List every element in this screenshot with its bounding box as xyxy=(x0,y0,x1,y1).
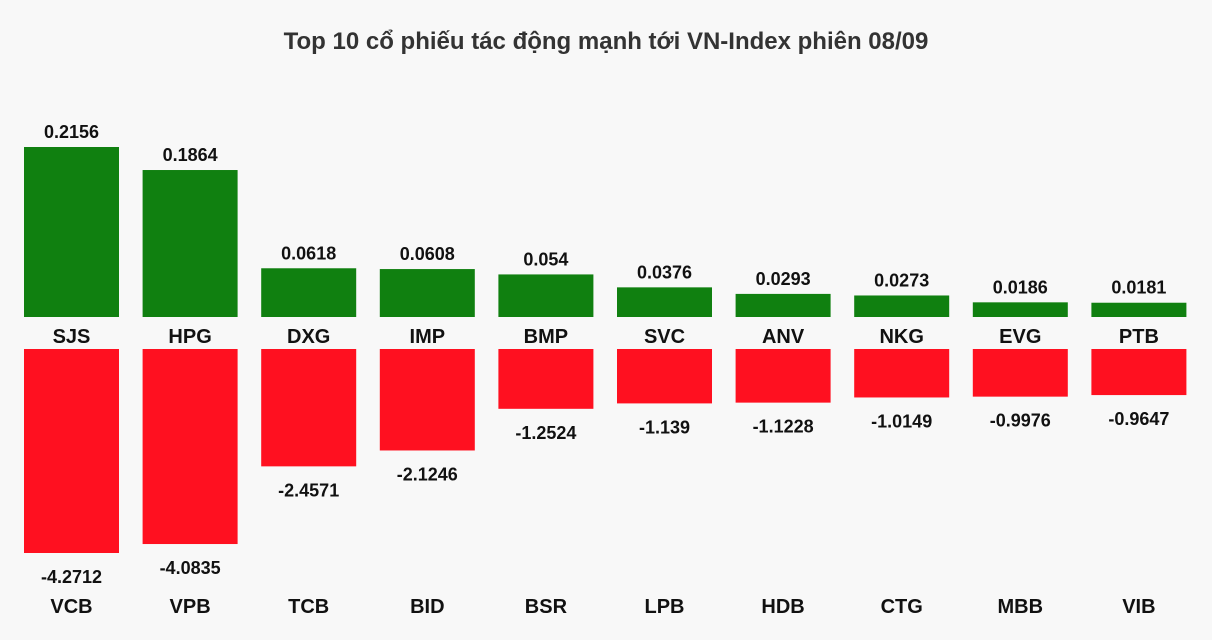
positive-value-label: 0.0608 xyxy=(400,244,455,264)
negative-bar xyxy=(498,349,594,409)
negative-bar xyxy=(854,349,950,398)
positive-ticker-label: HPG xyxy=(168,326,211,348)
negative-bar xyxy=(261,349,357,467)
positive-ticker-label: PTB xyxy=(1119,326,1159,348)
negative-ticker-label: MBB xyxy=(998,596,1044,618)
positive-value-label: 0.2156 xyxy=(44,122,99,142)
negative-ticker-label: HDB xyxy=(761,596,804,618)
negative-ticker-label: VCB xyxy=(50,596,92,618)
negative-bar xyxy=(972,349,1068,397)
positive-ticker-label: EVG xyxy=(999,326,1041,348)
negative-bar xyxy=(735,349,831,403)
negative-bar xyxy=(24,349,119,553)
negative-value-label: -4.2712 xyxy=(41,567,102,587)
negative-bar xyxy=(142,349,238,545)
positive-bar xyxy=(854,295,950,317)
negative-ticker-label: CTG xyxy=(881,596,923,618)
chart-title: Top 10 cổ phiếu tác động mạnh tới VN-Ind… xyxy=(283,28,929,55)
positive-value-label: 0.0181 xyxy=(1111,278,1166,298)
positive-bar xyxy=(617,287,712,317)
negative-value-label: -1.1228 xyxy=(753,417,814,437)
positive-value-label: 0.0273 xyxy=(874,270,929,290)
negative-value-label: -1.2524 xyxy=(515,423,576,443)
negative-value-label: -0.9647 xyxy=(1108,409,1169,429)
positive-bar xyxy=(379,269,475,317)
positive-ticker-label: SVC xyxy=(644,326,685,348)
positive-value-label: 0.054 xyxy=(523,249,568,269)
positive-bar xyxy=(142,170,238,317)
positive-bar xyxy=(735,293,831,317)
negative-value-label: -2.4571 xyxy=(278,480,339,500)
negative-ticker-label: TCB xyxy=(288,596,329,618)
negative-value-label: -2.1246 xyxy=(397,464,458,484)
negative-ticker-label: LPB xyxy=(645,596,685,618)
positive-ticker-label: SJS xyxy=(53,326,91,348)
positive-ticker-label: ANV xyxy=(762,326,805,348)
positive-bar xyxy=(1091,302,1187,317)
positive-bar xyxy=(261,268,357,317)
negative-ticker-label: VIB xyxy=(1122,596,1155,618)
positive-value-label: 0.0618 xyxy=(281,243,336,263)
positive-value-label: 0.0376 xyxy=(637,262,692,282)
negative-ticker-label: BID xyxy=(410,596,444,618)
positive-value-label: 0.0293 xyxy=(756,269,811,289)
negative-ticker-label: VPB xyxy=(170,596,211,618)
positive-ticker-label: IMP xyxy=(410,326,446,348)
negative-value-label: -0.9976 xyxy=(990,411,1051,431)
positive-ticker-label: BMP xyxy=(524,326,568,348)
positive-value-label: 0.0186 xyxy=(993,277,1048,297)
positive-ticker-label: DXG xyxy=(287,326,330,348)
negative-value-label: -1.139 xyxy=(639,417,690,437)
positive-ticker-label: NKG xyxy=(879,326,923,348)
negative-bar xyxy=(617,349,712,404)
negative-value-label: -1.0149 xyxy=(871,411,932,431)
negative-value-label: -4.0835 xyxy=(160,558,221,578)
negative-ticker-label: BSR xyxy=(525,596,568,618)
positive-bar xyxy=(498,274,594,317)
negative-bar xyxy=(1091,349,1187,396)
positive-bar xyxy=(972,302,1068,317)
positive-value-label: 0.1864 xyxy=(163,145,218,165)
negative-bar xyxy=(379,349,475,451)
positive-bar xyxy=(24,147,119,317)
